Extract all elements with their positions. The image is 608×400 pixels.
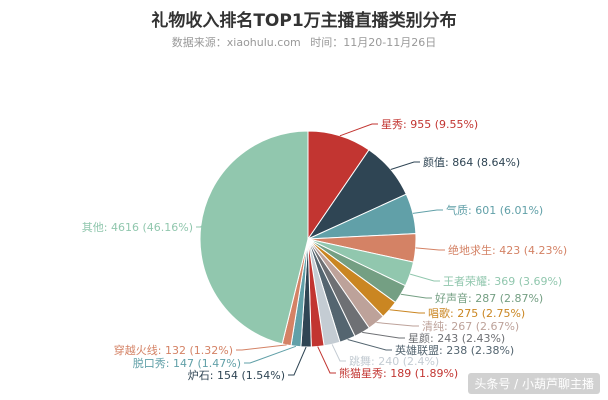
slice-label: 清纯: 267 (2.67%) <box>422 320 519 333</box>
slice-label: 唱歌: 275 (2.75%) <box>428 306 525 320</box>
slice-label: 王者荣耀: 369 (3.69%) <box>443 275 562 288</box>
chart-subtitle: 数据来源：xiaohulu.com 时间：11月20-11月26日 <box>0 34 608 50</box>
label-leader-line <box>288 346 307 376</box>
label-leader-line <box>390 161 420 170</box>
watermark: 头条号 / 小葫芦聊主播 <box>468 373 600 394</box>
label-leader-line <box>317 346 336 374</box>
slice-label: 英雄联盟: 238 (2.38%) <box>395 343 514 357</box>
slice-label: 星秀: 955 (9.55%) <box>381 118 478 131</box>
label-leader-line <box>331 344 346 362</box>
slice-label: 好声音: 287 (2.87%) <box>435 291 543 305</box>
slice-label: 颜值: 864 (8.64%) <box>423 156 520 169</box>
slice-label: 星颜: 243 (2.43%) <box>408 332 505 345</box>
label-leader-line <box>236 344 287 351</box>
label-leader-line <box>376 322 419 327</box>
chart-title: 礼物收入排名TOP1万主播直播类别分布 <box>151 11 457 31</box>
label-leader-line <box>244 345 297 364</box>
slice-label: 跳舞: 240 (2.4%) <box>349 354 439 368</box>
pie-slices <box>199 130 417 348</box>
slice-label: 脱口秀: 147 (1.47%) <box>133 356 241 370</box>
label-leader-line <box>412 209 443 214</box>
label-leader-line <box>389 309 425 314</box>
slice-label: 其他: 4616 (46.16%) <box>82 221 193 234</box>
label-leader-line <box>347 339 392 351</box>
slice-label: 穿越火线: 132 (1.32%) <box>114 343 233 357</box>
label-lines <box>196 123 445 376</box>
slice-label: 气质: 601 (6.01%) <box>446 203 543 217</box>
subtitle-time: 时间：11月20-11月26日 <box>310 36 437 49</box>
slice-label: 绝地求生: 423 (4.23%) <box>448 243 567 257</box>
label-leader-line <box>362 331 405 339</box>
slice-label: 炉石: 154 (1.54%) <box>188 369 285 382</box>
label-leader-line <box>409 273 440 282</box>
slice-label: 熊猫星秀: 189 (1.89%) <box>339 366 458 380</box>
subtitle-source: 数据来源：xiaohulu.com <box>171 36 301 49</box>
label-leader-line <box>196 225 204 228</box>
label-leader-line <box>415 247 445 251</box>
label-leader-line <box>400 293 432 299</box>
label-leader-line <box>339 123 378 137</box>
slice-labels: 星秀: 955 (9.55%) 颜值: 864 (8.64%) 气质: 601 (6… <box>82 118 567 382</box>
